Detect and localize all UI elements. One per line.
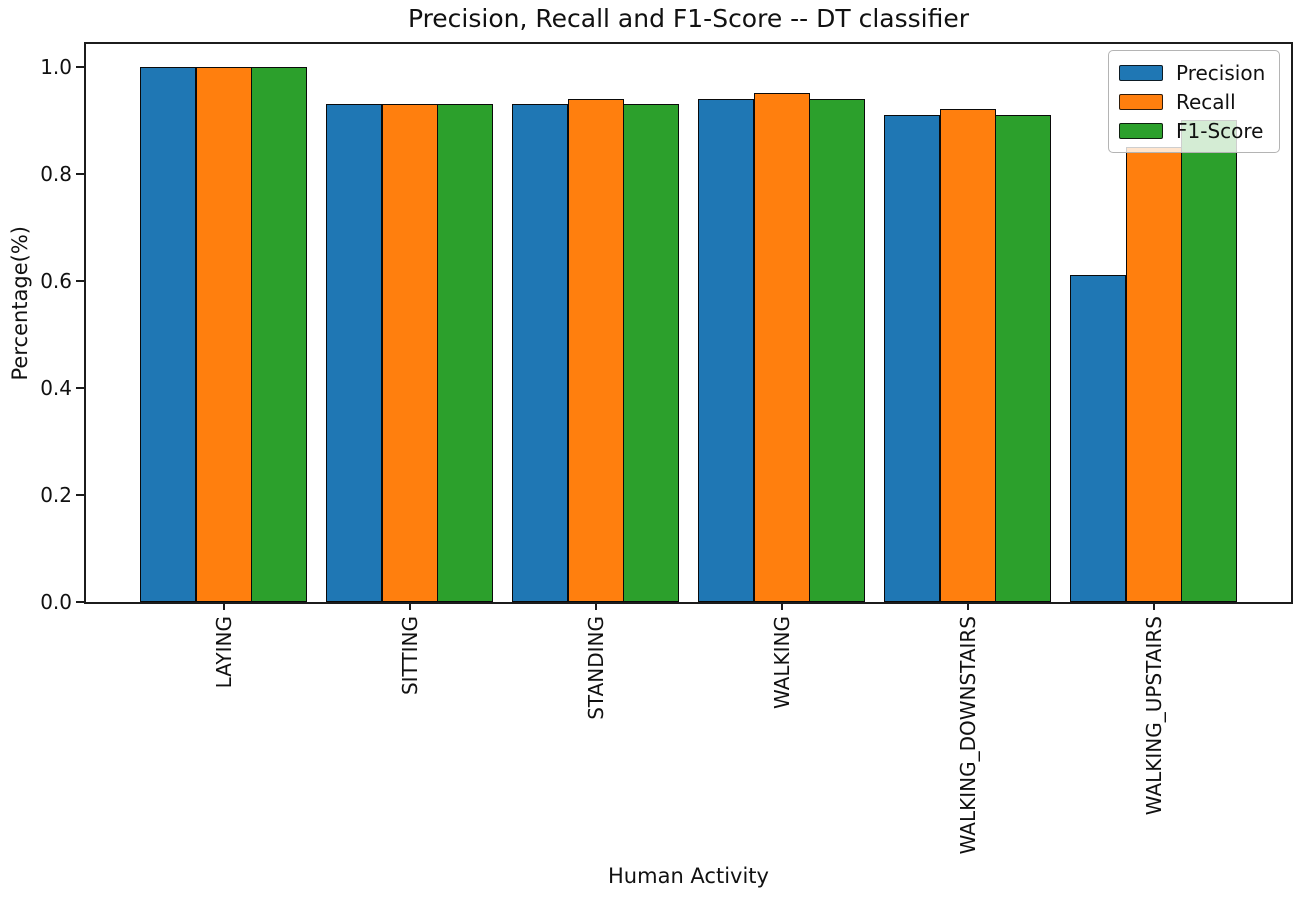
bar-walking-upstairs-precision [1070,275,1126,602]
bar-walking-precision [698,99,754,602]
legend-label-f1-score: F1-Score [1176,118,1264,143]
legend-row-f1-score: F1-Score [1119,116,1269,145]
x-axis-label: Human Activity [608,864,769,888]
bar-walking-downstairs-f1-score [995,115,1051,602]
x-tick-label-walking-downstairs: WALKING_DOWNSTAIRS [956,616,980,855]
legend-row-recall: Recall [1119,87,1269,116]
legend-row-precision: Precision [1119,58,1269,87]
x-tick-label-laying: LAYING [212,616,236,689]
y-tick-label-1.0: 1.0 [40,55,72,79]
legend: Precision Recall F1-Score [1108,50,1280,153]
bar-standing-precision [512,104,568,602]
bar-walking-f1-score [809,99,865,602]
x-tick-mark-standing [595,602,597,610]
legend-label-precision: Precision [1176,60,1266,85]
bar-walking-upstairs-recall [1126,147,1182,602]
x-tick-mark-walking-upstairs [1153,602,1155,610]
bar-laying-f1-score [251,67,307,602]
chart-title: Precision, Recall and F1-Score -- DT cla… [407,4,970,33]
bar-sitting-recall [382,104,438,602]
bar-standing-recall [568,99,624,602]
x-tick-label-standing: STANDING [584,616,608,720]
y-tick-label-0.2: 0.2 [40,483,72,507]
bar-laying-precision [140,67,196,602]
bar-walking-downstairs-precision [884,115,940,602]
bar-laying-recall [196,67,252,602]
x-tick-label-walking: WALKING [770,616,794,709]
legend-swatch-precision [1119,64,1163,81]
x-tick-mark-sitting [409,602,411,610]
y-tick-mark-0.8 [76,173,84,175]
x-tick-mark-walking-downstairs [967,602,969,610]
y-tick-label-0.8: 0.8 [40,162,72,186]
x-tick-mark-laying [223,602,225,610]
y-tick-label-0.4: 0.4 [40,376,72,400]
legend-label-recall: Recall [1176,89,1236,114]
bar-walking-downstairs-recall [940,109,996,602]
y-tick-mark-0.6 [76,280,84,282]
y-axis-label: Percentage(%) [8,226,32,381]
y-tick-mark-1.0 [76,66,84,68]
bar-walking-recall [754,93,810,602]
y-tick-mark-0.4 [76,387,84,389]
x-tick-mark-walking [781,602,783,610]
bar-standing-f1-score [623,104,679,602]
x-tick-label-sitting: SITTING [398,616,422,696]
y-tick-mark-0.0 [76,601,84,603]
y-tick-mark-0.2 [76,494,84,496]
y-tick-label-0.6: 0.6 [40,269,72,293]
legend-swatch-recall [1119,93,1163,110]
bar-sitting-f1-score [437,104,493,602]
bar-sitting-precision [326,104,382,602]
x-tick-label-walking-upstairs: WALKING_UPSTAIRS [1142,616,1166,816]
legend-swatch-f1-score [1119,122,1163,139]
y-tick-label-0.0: 0.0 [40,590,72,614]
bar-walking-upstairs-f1-score [1181,120,1237,602]
